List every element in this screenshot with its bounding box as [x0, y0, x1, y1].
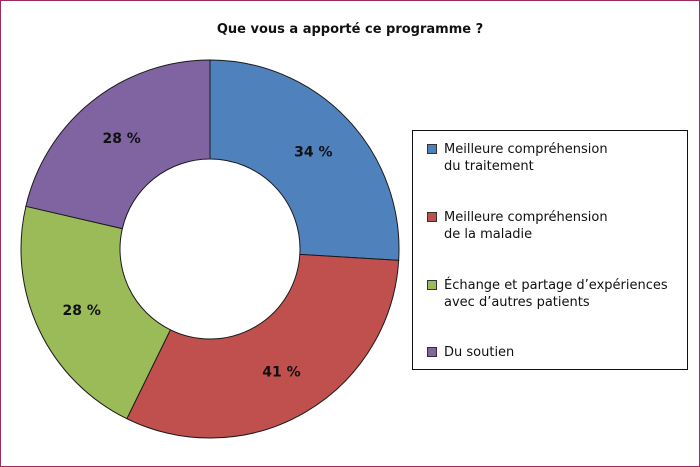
legend-item-echange: Échange et partage d’expériences avec d’… [427, 277, 682, 311]
legend-swatch [427, 280, 437, 290]
slice-value-label: 41 % [262, 365, 300, 381]
legend-swatch [427, 347, 437, 357]
donut-slice [25, 59, 211, 230]
legend: Meilleure compréhension du traitement Me… [412, 130, 688, 370]
legend-label: Du soutien [444, 345, 515, 360]
legend-item-traitement: Meilleure compréhension du traitement [427, 141, 682, 175]
chart-title: Que vous a apporté ce programme ? [216, 22, 484, 37]
legend-label: Meilleure compréhension du traitement [444, 142, 608, 174]
legend-item-soutien: Du soutien [427, 344, 682, 361]
legend-swatch [427, 212, 437, 222]
slice-value-label: 28 % [102, 131, 140, 147]
legend-label: Meilleure compréhension de la maladie [444, 210, 608, 242]
legend-label: Échange et partage d’expériences avec d’… [444, 278, 668, 310]
donut-slice [209, 59, 400, 261]
donut-slice [126, 253, 400, 439]
slice-value-label: 34 % [294, 145, 332, 161]
slice-value-label: 28 % [63, 303, 101, 319]
donut-slice [20, 205, 172, 420]
legend-swatch [427, 144, 437, 154]
legend-item-maladie: Meilleure compréhension de la maladie [427, 209, 682, 243]
